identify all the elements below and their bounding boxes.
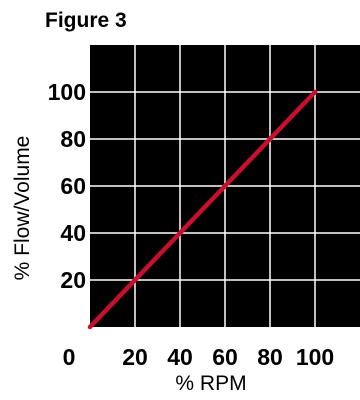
- x-tick-label: 100: [296, 344, 334, 370]
- chart-title: Figure 3: [45, 9, 127, 32]
- y-tick-label: 20: [60, 267, 86, 293]
- x-tick-label: 40: [167, 344, 193, 370]
- x-tick-label: 80: [257, 344, 283, 370]
- x-tick-label: 0: [63, 344, 76, 370]
- series-line: [87, 89, 318, 330]
- series-layer: [87, 89, 318, 330]
- y-tick-label: 60: [60, 173, 86, 199]
- y-tick-label: 40: [60, 220, 86, 246]
- x-tick-label: 60: [212, 344, 238, 370]
- y-tick-labels: 20 40 60 80 100: [48, 79, 86, 293]
- y-tick-label: 100: [48, 79, 86, 105]
- y-axis-label: % Flow/Volume: [11, 136, 34, 281]
- x-tick-labels: 0 20 40 60 80 100: [63, 344, 335, 370]
- x-tick-label: 20: [122, 344, 148, 370]
- x-axis-label: % RPM: [175, 372, 246, 395]
- y-tick-label: 80: [60, 126, 86, 152]
